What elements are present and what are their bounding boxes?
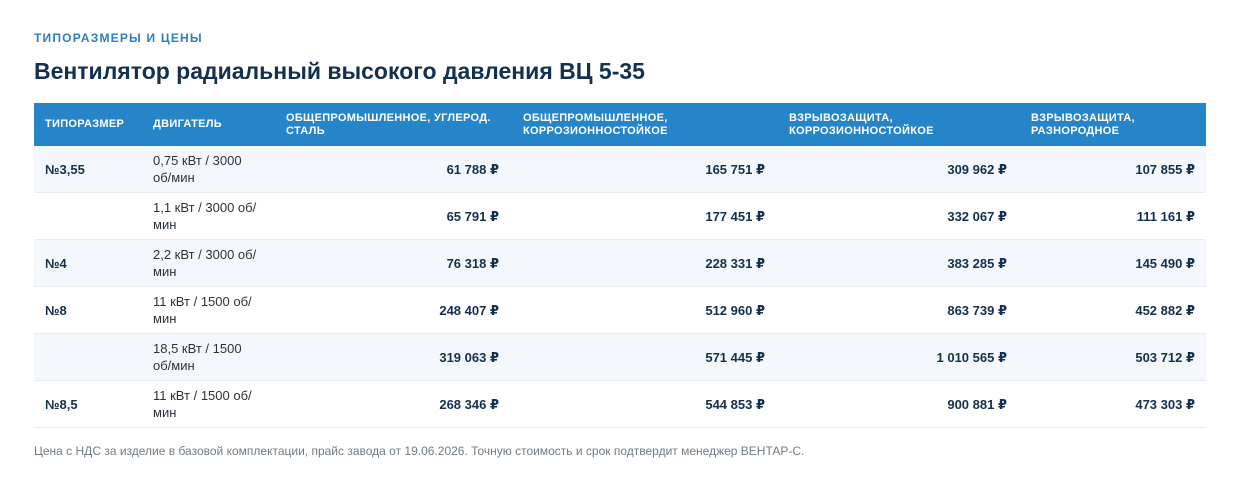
- cell-engine: 11 кВт / 1500 об/мин: [142, 286, 275, 334]
- cell-price-general-carbon: 248 407 ₽: [275, 286, 512, 334]
- cell-engine: 0,75 кВт / 3000 об/мин: [142, 146, 275, 193]
- cell-engine: 11 кВт / 1500 об/мин: [142, 380, 275, 428]
- cell-size: [34, 333, 142, 381]
- price-table-body: №3,55 0,75 кВт / 3000 об/мин 61 788 ₽ 16…: [34, 146, 1206, 428]
- cell-size: №8: [34, 286, 142, 334]
- cell-price-explosion-stainless: 383 285 ₽: [778, 239, 1020, 287]
- cell-price-explosion-mixed: 107 855 ₽: [1020, 146, 1206, 193]
- cell-price-explosion-stainless: 309 962 ₽: [778, 146, 1020, 193]
- header-explosion-stainless: ВЗРЫВОЗАЩИТА, КОРРОЗИОННОСТОЙКОЕ: [778, 103, 1020, 146]
- section-title: Вентилятор радиальный высокого давления …: [34, 58, 645, 84]
- price-table-header: ТИПОРАЗМЕР ДВИГАТЕЛЬ ОБЩЕПРОМЫШЛЕННОЕ, У…: [34, 103, 1206, 146]
- cell-size: №4: [34, 239, 142, 287]
- cell-size: [34, 192, 142, 240]
- cell-engine: 1,1 кВт / 3000 об/мин: [142, 192, 275, 240]
- cell-price-explosion-stainless: 863 739 ₽: [778, 286, 1020, 334]
- cell-price-general-carbon: 319 063 ₽: [275, 333, 512, 381]
- cell-price-explosion-mixed: 503 712 ₽: [1020, 333, 1206, 381]
- cell-price-explosion-mixed: 452 882 ₽: [1020, 286, 1206, 334]
- header-general-stainless: ОБЩЕПРОМЫШЛЕННОЕ, КОРРОЗИОННОСТОЙКОЕ: [512, 103, 778, 146]
- cell-price-general-stainless: 165 751 ₽: [512, 146, 778, 193]
- section-eyebrow: ТИПОРАЗМЕРЫ И ЦЕНЫ: [34, 31, 203, 45]
- cell-price-explosion-mixed: 145 490 ₽: [1020, 239, 1206, 287]
- cell-price-general-stainless: 228 331 ₽: [512, 239, 778, 287]
- cell-price-general-carbon: 65 791 ₽: [275, 192, 512, 240]
- price-footnote: Цена с НДС за изделие в базовой комплект…: [34, 444, 805, 458]
- cell-engine: 18,5 кВт / 1500 об/мин: [142, 333, 275, 381]
- cell-engine: 2,2 кВт / 3000 об/мин: [142, 239, 275, 287]
- cell-price-general-carbon: 268 346 ₽: [275, 380, 512, 428]
- header-size: ТИПОРАЗМЕР: [34, 103, 142, 146]
- cell-price-general-stainless: 571 445 ₽: [512, 333, 778, 381]
- table-row: 18,5 кВт / 1500 об/мин 319 063 ₽ 571 445…: [34, 333, 1206, 381]
- cell-price-general-carbon: 76 318 ₽: [275, 239, 512, 287]
- cell-price-general-carbon: 61 788 ₽: [275, 146, 512, 193]
- cell-size: №8,5: [34, 380, 142, 428]
- header-row: ТИПОРАЗМЕР ДВИГАТЕЛЬ ОБЩЕПРОМЫШЛЕННОЕ, У…: [34, 103, 1206, 146]
- table-row: №8 11 кВт / 1500 об/мин 248 407 ₽ 512 96…: [34, 286, 1206, 334]
- table-row: 1,1 кВт / 3000 об/мин 65 791 ₽ 177 451 ₽…: [34, 192, 1206, 240]
- cell-price-general-stainless: 544 853 ₽: [512, 380, 778, 428]
- cell-price-explosion-stainless: 1 010 565 ₽: [778, 333, 1020, 381]
- header-general-carbon: ОБЩЕПРОМЫШЛЕННОЕ, УГЛЕРОД. СТАЛЬ: [275, 103, 512, 146]
- table-row: №3,55 0,75 кВт / 3000 об/мин 61 788 ₽ 16…: [34, 146, 1206, 193]
- cell-size: №3,55: [34, 146, 142, 193]
- table-row: №8,5 11 кВт / 1500 об/мин 268 346 ₽ 544 …: [34, 380, 1206, 428]
- cell-price-explosion-stainless: 332 067 ₽: [778, 192, 1020, 240]
- table-row: №4 2,2 кВт / 3000 об/мин 76 318 ₽ 228 33…: [34, 239, 1206, 287]
- cell-price-explosion-stainless: 900 881 ₽: [778, 380, 1020, 428]
- cell-price-explosion-mixed: 111 161 ₽: [1020, 192, 1206, 240]
- cell-price-explosion-mixed: 473 303 ₽: [1020, 380, 1206, 428]
- cell-price-general-stainless: 512 960 ₽: [512, 286, 778, 334]
- price-table: ТИПОРАЗМЕР ДВИГАТЕЛЬ ОБЩЕПРОМЫШЛЕННОЕ, У…: [34, 103, 1206, 428]
- header-engine: ДВИГАТЕЛЬ: [142, 103, 275, 146]
- cell-price-general-stainless: 177 451 ₽: [512, 192, 778, 240]
- header-explosion-mixed: ВЗРЫВОЗАЩИТА, РАЗНОРОДНОЕ: [1020, 103, 1206, 146]
